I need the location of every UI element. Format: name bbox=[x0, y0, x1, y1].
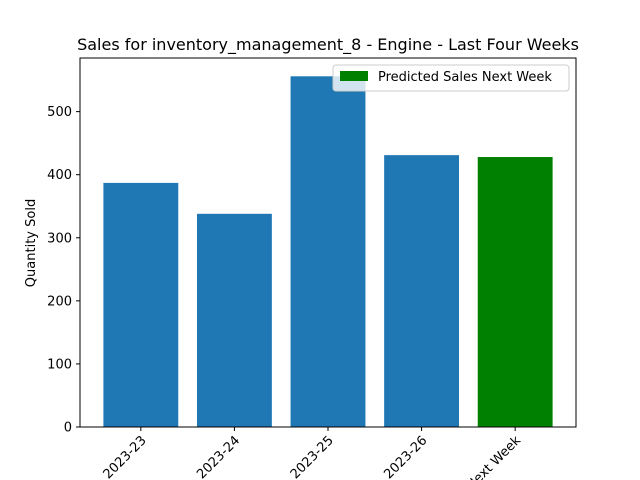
chart-title: Sales for inventory_management_8 - Engin… bbox=[77, 35, 579, 55]
y-axis-label: Quantity Sold bbox=[24, 199, 39, 287]
y-tick-label-3: 300 bbox=[47, 231, 72, 246]
y-tick-label-0: 0 bbox=[64, 421, 72, 436]
plot-border bbox=[79, 57, 577, 428]
legend-label: Predicted Sales Next Week bbox=[378, 70, 552, 85]
y-ticks-layer: 0 100 200 300 400 500 bbox=[47, 105, 80, 436]
bar-4 bbox=[477, 157, 553, 427]
x-tick-label-0: 2023-23 bbox=[101, 433, 150, 480]
bars-layer bbox=[103, 76, 553, 428]
legend-swatch bbox=[340, 71, 368, 81]
bar-2 bbox=[290, 76, 366, 428]
y-tick-label-4: 400 bbox=[47, 168, 72, 183]
y-tick-label-2: 200 bbox=[47, 294, 72, 309]
legend: Predicted Sales Next Week bbox=[332, 64, 570, 92]
x-tick-label-3: 2023-26 bbox=[381, 433, 430, 480]
x-ticks-layer: 2023-23 2023-24 2023-25 2023-26 Next Week bbox=[101, 427, 524, 480]
y-tick-label-5: 500 bbox=[47, 105, 72, 120]
plot-area: 2023-23 2023-24 2023-25 2023-26 Next Week 0 1… bbox=[47, 57, 577, 480]
bar-3 bbox=[384, 155, 460, 427]
x-tick-label-1: 2023-24 bbox=[194, 433, 243, 480]
bar-1 bbox=[196, 213, 272, 427]
x-tick-label-2: 2023-25 bbox=[288, 433, 337, 480]
y-tick-label-1: 100 bbox=[47, 357, 72, 372]
x-tick-label-4: Next Week bbox=[464, 433, 524, 480]
bar-0 bbox=[103, 182, 179, 427]
legend-box bbox=[332, 64, 570, 92]
